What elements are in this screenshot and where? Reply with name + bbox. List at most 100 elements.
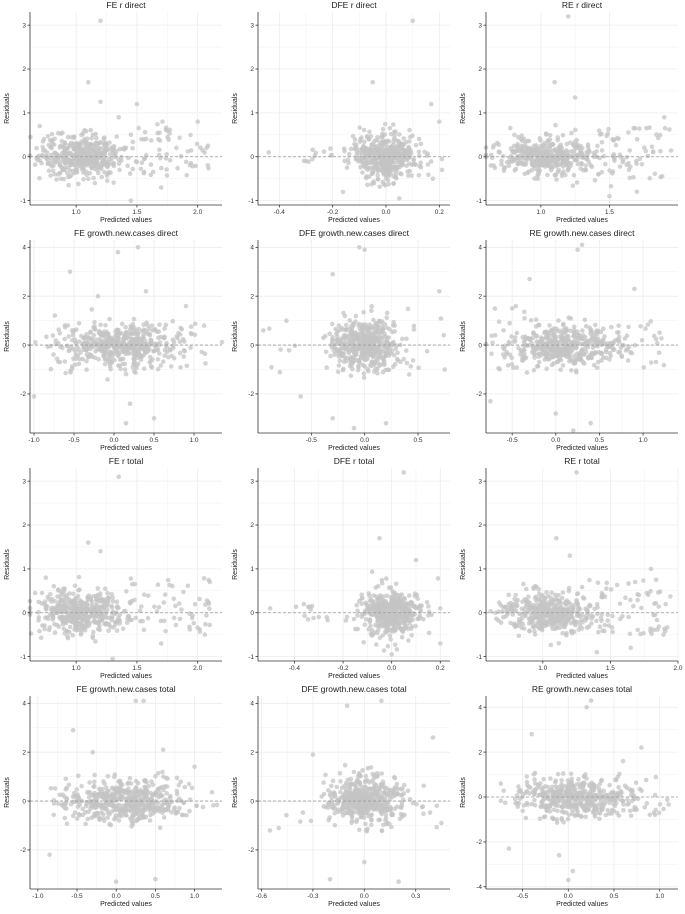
data-point [84,172,89,177]
data-point [604,586,609,591]
data-point [659,336,664,341]
data-point [640,162,645,167]
data-point [177,136,182,141]
data-point [106,600,111,605]
y-axis-label: Residuals [460,93,467,124]
data-point [600,593,605,598]
data-point [380,581,385,586]
y-axis-label: Residuals [460,321,467,352]
y-axis-label: Residuals [232,549,239,580]
data-point [407,139,412,144]
data-point [155,131,160,136]
data-point [123,362,128,367]
data-point [110,615,115,620]
data-point [401,158,406,163]
data-point [398,141,403,146]
data-point [520,607,525,612]
data-point [662,115,667,120]
chart-title: FE growth.new.cases direct [74,228,179,238]
data-point [136,348,141,353]
data-point [535,621,540,626]
data-point [504,350,509,355]
data-point [618,617,623,622]
data-point [601,326,606,331]
data-point [91,325,96,330]
data-point [416,366,421,371]
data-point [390,168,395,173]
data-point [155,122,160,127]
data-point [79,139,84,144]
data-point [73,600,78,605]
data-point [33,162,38,167]
data-point [560,631,565,636]
data-point [556,318,561,323]
data-point [442,333,447,338]
data-point [370,628,375,633]
data-point [374,152,379,157]
data-point [51,333,56,338]
data-point [284,318,289,323]
data-point [116,475,121,480]
data-point [583,318,588,323]
data-point [401,163,406,168]
data-point [619,345,624,350]
gridlines [258,468,450,661]
data-point [628,164,633,169]
data-point [406,145,411,150]
data-point [377,185,382,190]
data-point [136,336,141,341]
data-point [372,369,377,374]
data-point [611,341,616,346]
data-point [181,590,186,595]
data-point [592,352,597,357]
x-tick-label: 1.0 [536,209,545,216]
data-point [54,338,59,343]
data-point [620,160,625,165]
data-point [345,165,350,170]
data-point [86,345,91,350]
data-point [336,370,341,375]
y-tick-label: 0 [22,154,26,161]
data-point [220,340,225,345]
x-tick-label: 0.2 [435,209,444,216]
data-point [188,133,193,138]
data-point [366,326,371,331]
y-tick-label: 3 [250,478,254,485]
data-point [174,623,179,628]
data-point [173,604,178,609]
data-point [594,619,599,624]
data-point [103,586,108,591]
data-point [626,581,631,586]
data-point [188,163,193,168]
data-point [657,604,662,609]
data-point [572,173,577,178]
data-point [97,337,102,342]
data-point [125,617,130,622]
data-point [95,141,100,146]
data-point [129,132,134,137]
data-point [415,593,420,598]
data-point [330,272,335,277]
y-tick-label: 0 [22,610,26,617]
data-point [506,593,511,598]
data-point [569,368,574,373]
data-point [419,603,424,608]
data-point [146,616,151,621]
data-point [47,597,52,602]
data-point [129,618,134,623]
data-point [112,345,117,350]
data-point [151,170,156,175]
data-point [369,143,374,148]
data-point [184,160,189,165]
data-point [357,343,362,348]
data-point [40,145,45,150]
x-axis-label: Predicted values [556,217,608,224]
x-tick-label: 1.0 [639,437,648,444]
data-point [203,632,208,637]
data-point [91,594,96,599]
data-point [407,128,412,133]
data-point [592,363,597,368]
data-point [390,611,395,616]
data-point [596,630,601,635]
data-point [528,619,533,624]
